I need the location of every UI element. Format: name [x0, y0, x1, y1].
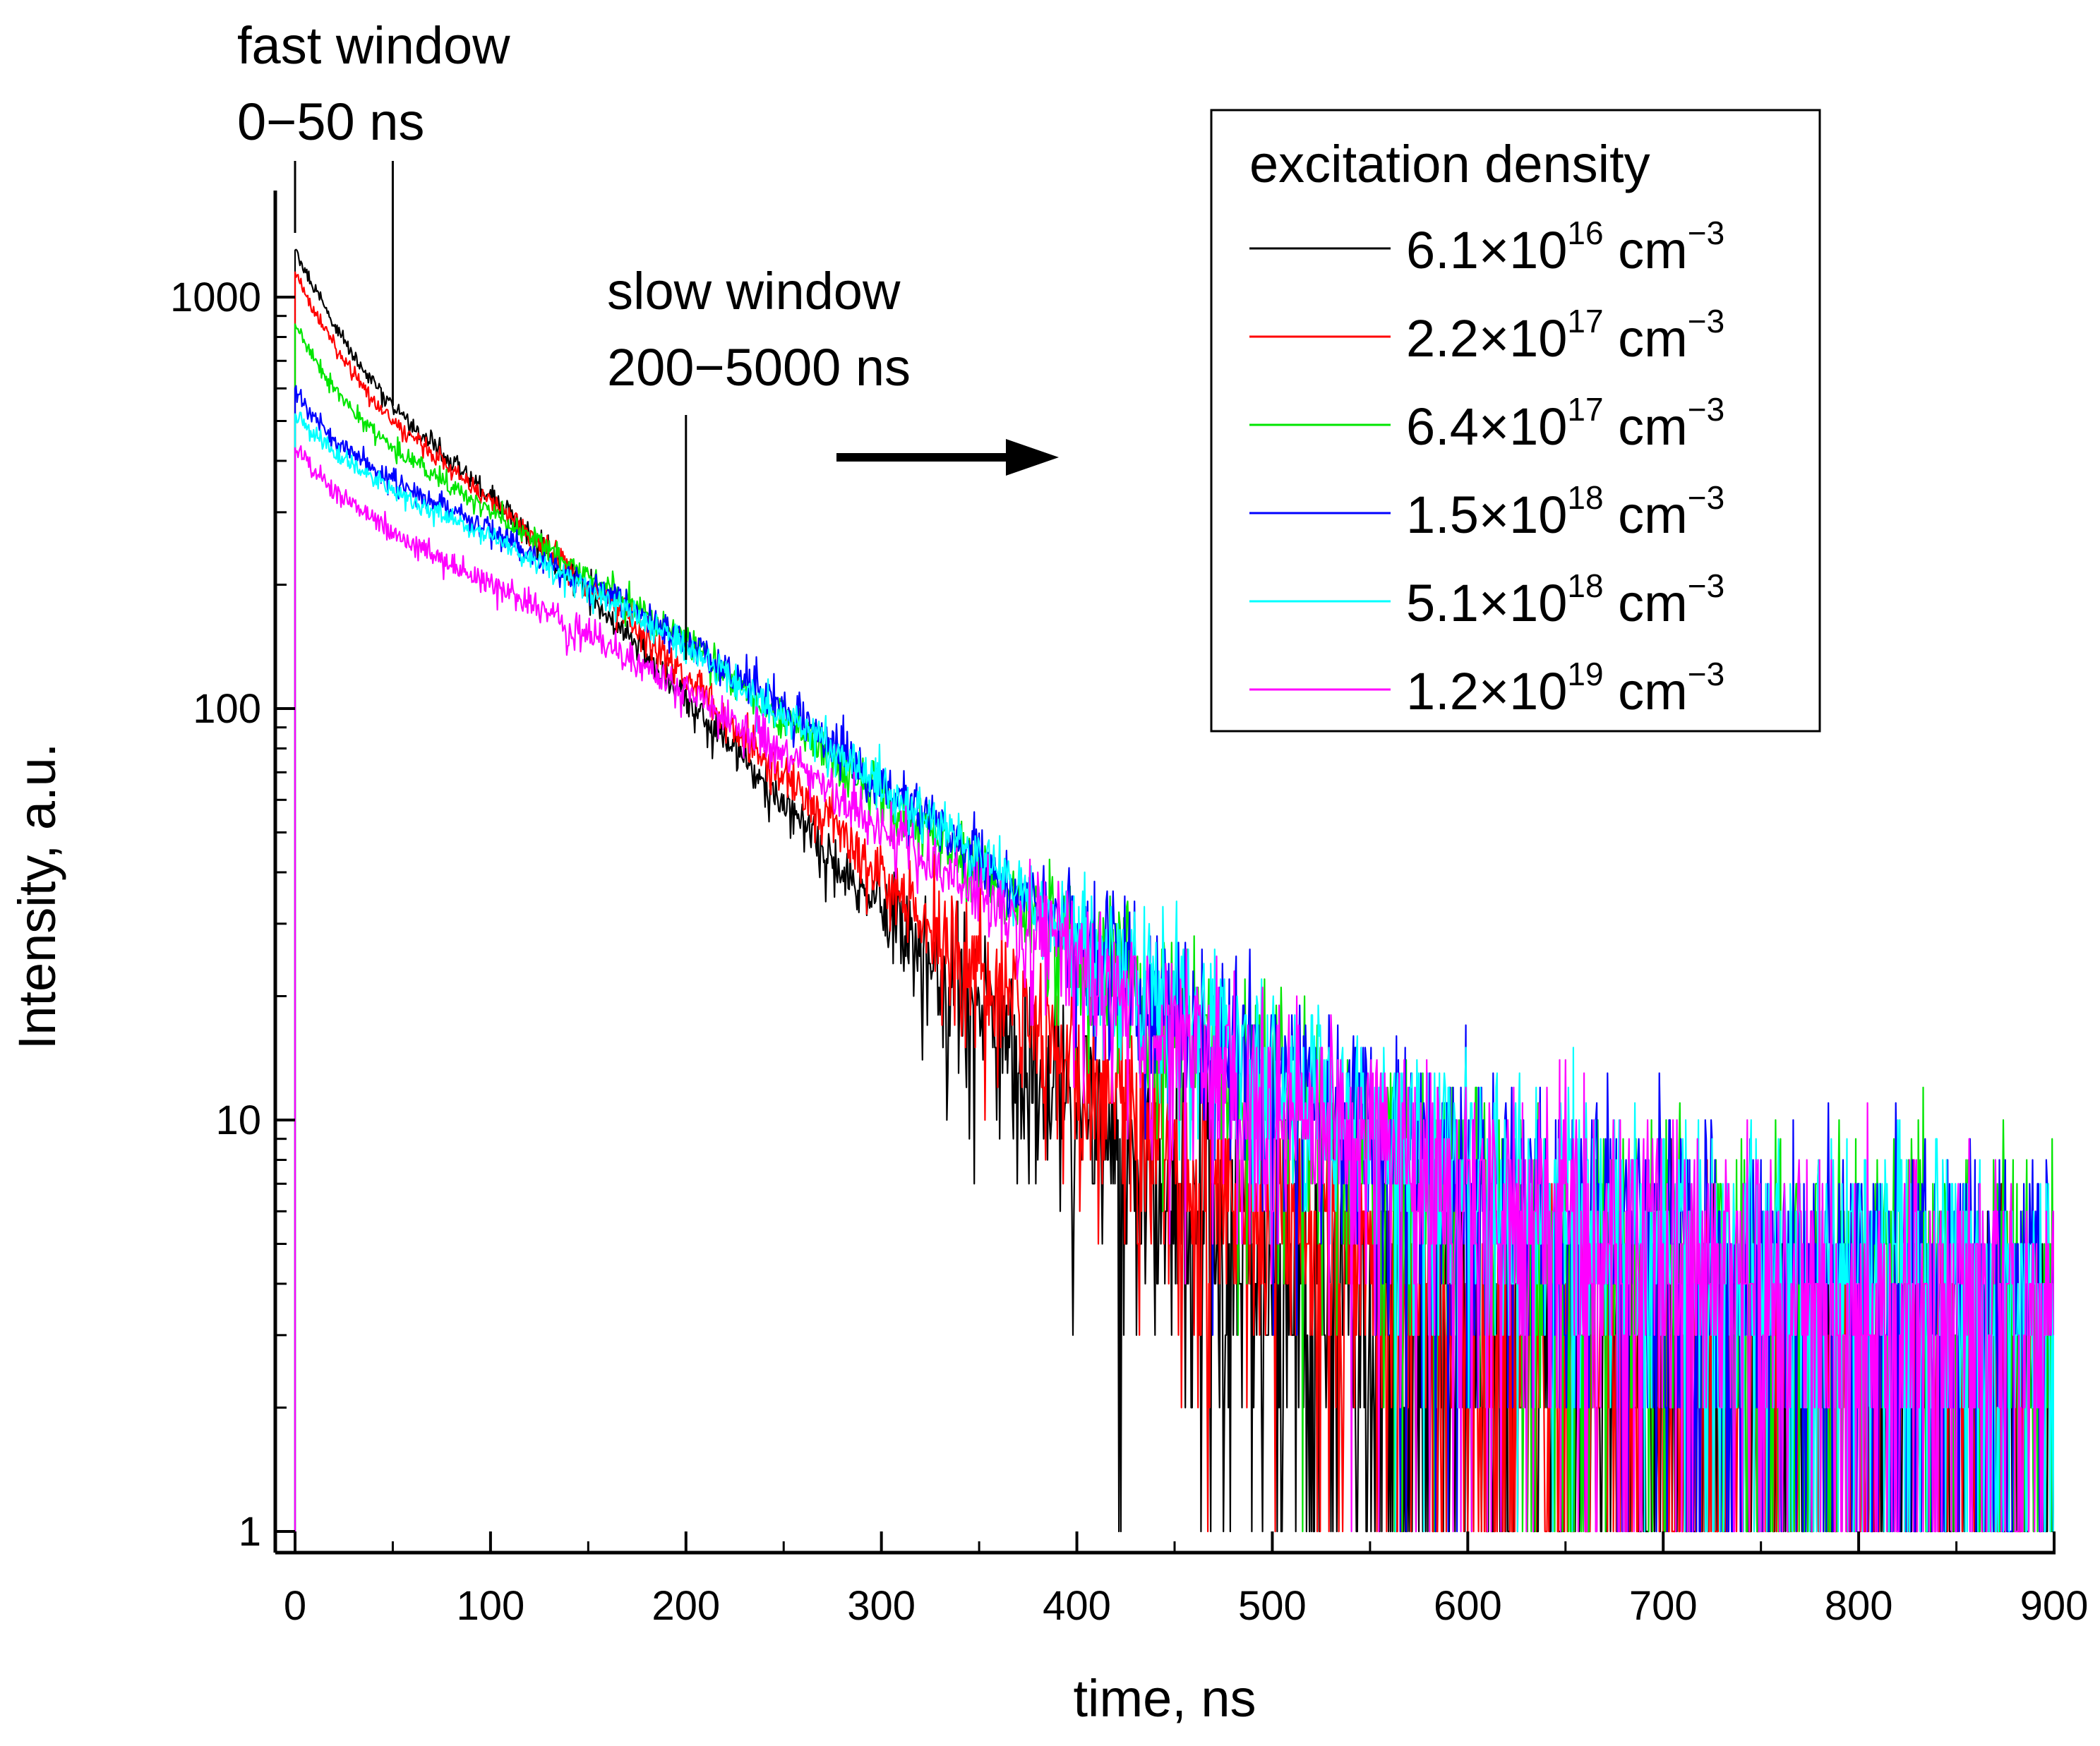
y-axis-title: Intensity, a.u. — [8, 743, 66, 1050]
legend-label: 1.2×1019 cm−3 — [1406, 656, 1724, 721]
legend-label: 5.1×1018 cm−3 — [1406, 567, 1724, 632]
slow-window-range: 200−5000 ns — [607, 338, 911, 397]
y-tick-label: 100 — [193, 686, 261, 732]
legend-label: 2.2×1017 cm−3 — [1406, 303, 1724, 368]
x-tick-label: 100 — [456, 1583, 524, 1629]
legend-entry: 5.1×1018 cm−3 — [1249, 567, 1724, 632]
x-tick-label: 0 — [284, 1583, 306, 1629]
fast-window-range: 0−50 ns — [237, 92, 424, 151]
legend-entries: 6.1×1016 cm−3 2.2×1017 cm−3 6.4×1017 cm−3 1… — [1249, 215, 1724, 721]
x-tick-label: 500 — [1238, 1583, 1307, 1629]
series-layer — [294, 248, 2054, 1533]
y-tick-label: 10 — [215, 1097, 261, 1143]
x-tick-label: 600 — [1434, 1583, 1502, 1629]
y-tick-label: 1 — [239, 1509, 261, 1555]
legend-entry: 2.2×1017 cm−3 — [1249, 303, 1724, 368]
x-tick-label: 800 — [1825, 1583, 1893, 1629]
legend-entry: 6.1×1016 cm−3 — [1249, 215, 1724, 279]
series-trace-6 — [294, 445, 2054, 1533]
legend-entry: 1.2×1019 cm−3 — [1249, 656, 1724, 721]
legend-entry: 1.5×1018 cm−3 — [1249, 479, 1724, 544]
legend: excitation density 6.1×1016 cm−3 2.2×1017… — [1210, 109, 1821, 733]
y-ticks: 1 10 100 1000 — [170, 275, 295, 1555]
x-ticks: 0 100 200 300 400 500 600 700 800 900 — [284, 1531, 2089, 1629]
legend-label: 6.1×1016 cm−3 — [1406, 215, 1724, 279]
slow-window-annotation: slow window 200−5000 ns — [607, 262, 1059, 660]
legend-entry: 6.4×1017 cm−3 — [1249, 391, 1724, 456]
legend-box — [1210, 109, 1821, 733]
x-tick-label: 400 — [1043, 1583, 1111, 1629]
x-tick-label: 900 — [2020, 1583, 2089, 1629]
x-tick-label: 300 — [847, 1583, 916, 1629]
legend-title: excitation density — [1249, 135, 1650, 193]
continuation-arrow-icon — [1006, 439, 1059, 476]
legend-label: 1.5×1018 cm−3 — [1406, 479, 1724, 544]
y-tick-label: 1000 — [170, 275, 261, 320]
slow-window-label: slow window — [607, 262, 901, 320]
x-axis-title: time, ns — [1073, 1669, 1256, 1728]
x-tick-label: 200 — [652, 1583, 720, 1629]
fast-window-annotation: fast window 0−50 ns — [237, 16, 510, 406]
x-tick-label: 700 — [1629, 1583, 1698, 1629]
fast-window-label: fast window — [237, 16, 510, 75]
legend-label: 6.4×1017 cm−3 — [1406, 391, 1724, 456]
